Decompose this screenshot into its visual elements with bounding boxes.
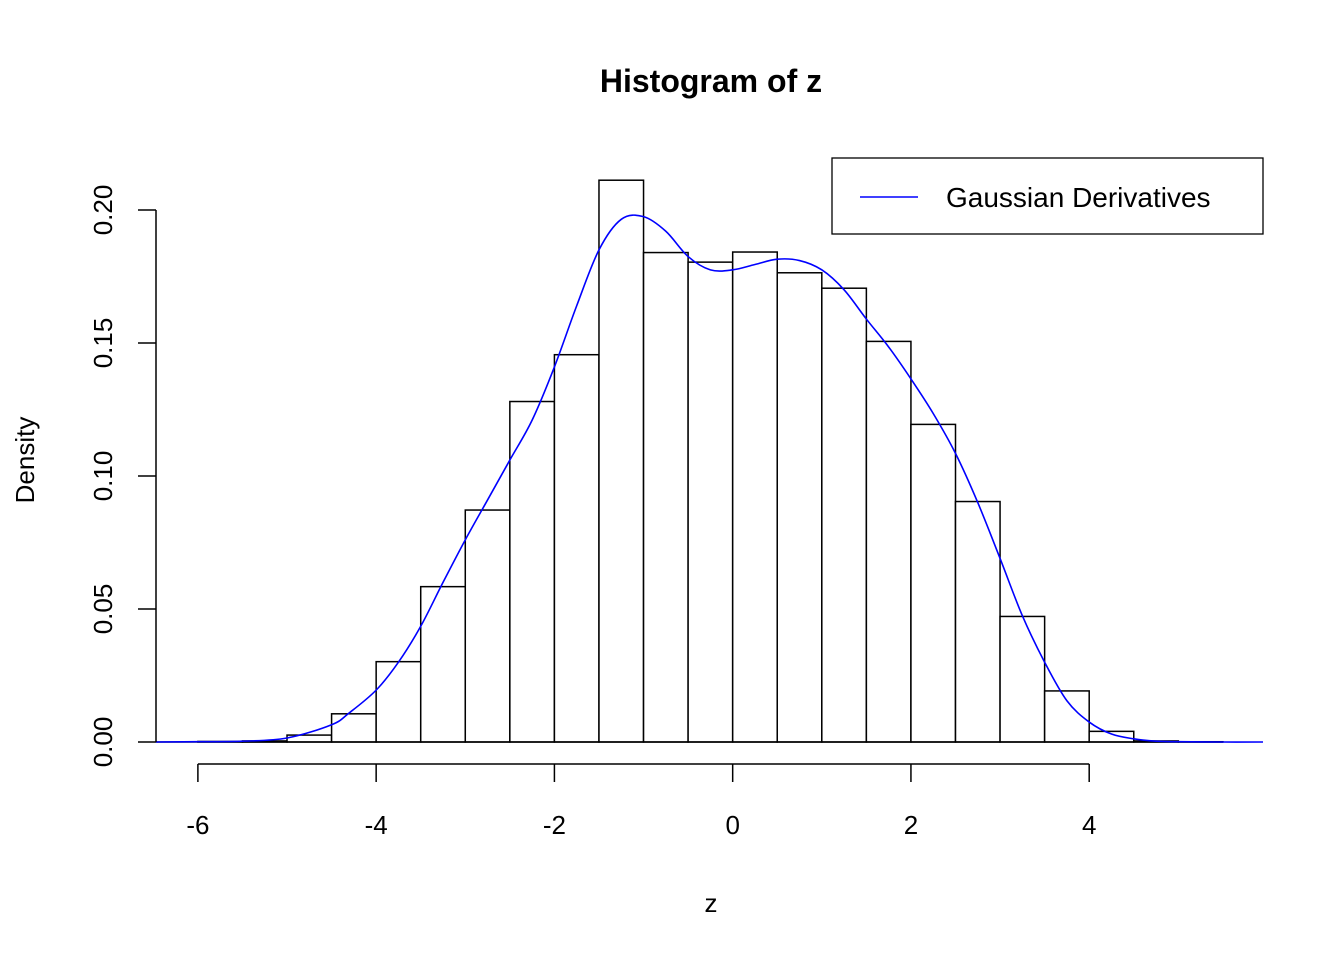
histogram-bar (687, 261, 734, 743)
histogram-bar (1088, 730, 1135, 743)
legend-label: Gaussian Derivatives (946, 182, 1211, 213)
histogram-bar (598, 179, 645, 743)
x-tick-label: 2 (904, 810, 918, 840)
density-curve-group (155, 214, 1264, 743)
histogram-bar (419, 585, 467, 743)
histogram-bar (999, 615, 1046, 743)
legend-box (831, 157, 1264, 235)
histogram-bar (553, 353, 600, 743)
histogram-bar (776, 272, 823, 743)
y-tick-label: 0.20 (88, 185, 118, 236)
x-axis-label: z (705, 888, 718, 918)
x-tick-label: 0 (725, 810, 739, 840)
x-tick-label: -6 (186, 810, 209, 840)
y-tick-label: 0.10 (88, 451, 118, 502)
histogram-bars (197, 179, 1224, 743)
legend: Gaussian Derivatives (831, 157, 1264, 235)
chart-title: Histogram of z (600, 63, 822, 99)
histogram-bar (954, 500, 1001, 743)
histogram-bar (821, 287, 868, 743)
y-tick-label: 0.00 (88, 717, 118, 768)
x-tick-label: -4 (365, 810, 388, 840)
y-axis: 0.00 0.05 0.10 0.15 0.20 (88, 185, 157, 768)
y-tick-label: 0.15 (88, 318, 118, 369)
x-axis: -6 -4 -2 0 2 4 (186, 763, 1096, 840)
y-tick-label: 0.05 (88, 584, 118, 635)
histogram-bar (330, 713, 377, 743)
histogram-bar (509, 400, 556, 743)
density-line (155, 214, 1264, 743)
x-tick-label: -2 (543, 810, 566, 840)
histogram-bar (642, 251, 689, 743)
histogram-bar (910, 423, 957, 743)
x-tick-label: 4 (1082, 810, 1096, 840)
histogram-bar (464, 509, 511, 743)
histogram-bar (731, 251, 778, 743)
histogram-bar (865, 340, 912, 743)
y-axis-label: Density (10, 417, 40, 504)
histogram-bar (375, 660, 422, 743)
